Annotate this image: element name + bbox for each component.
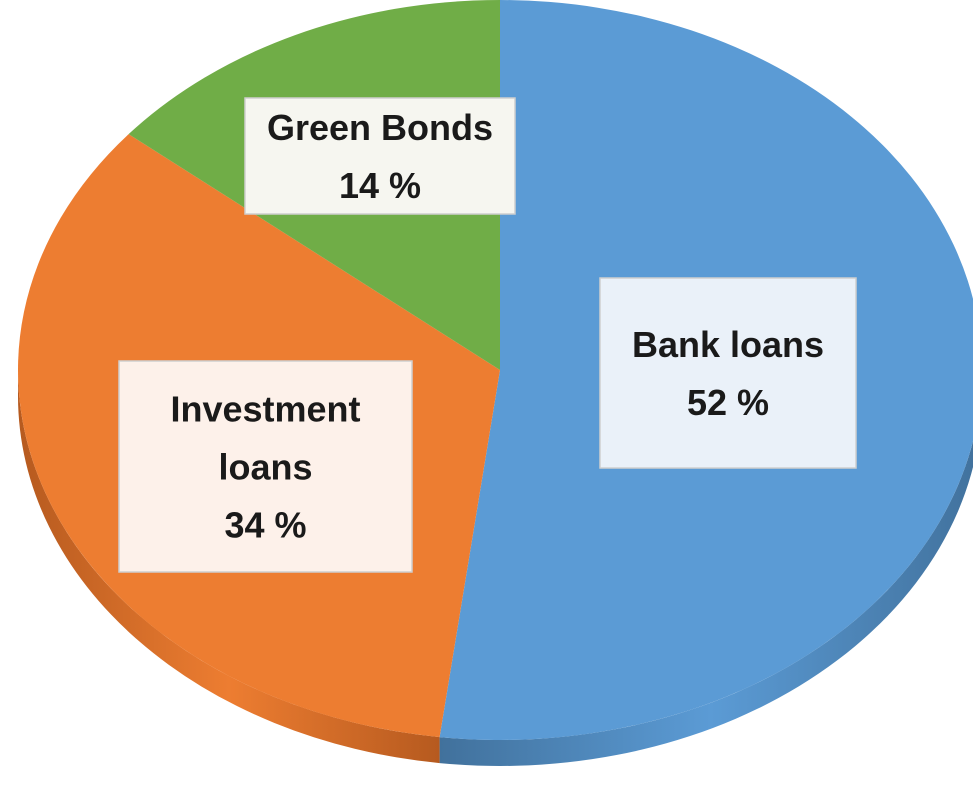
data-label-2: Investment loans 34 % [118,360,413,573]
data-label-text: Bank loans [632,324,824,365]
data-label-box [118,360,413,573]
pie-slice-side-2 [18,370,440,764]
data-label-box [599,277,857,469]
data-label-3: Green Bonds 14 % [244,97,516,215]
data-label-text: 14 % [339,165,421,206]
data-label-text: 52 % [687,382,769,423]
data-label-box [244,97,516,215]
data-label-1: Bank loans 52 % [599,277,857,469]
data-label-text: Investment [170,389,360,430]
data-label-text: 34 % [224,505,306,546]
data-label-text: loans [218,447,312,488]
data-label-text: Green Bonds [267,107,493,148]
